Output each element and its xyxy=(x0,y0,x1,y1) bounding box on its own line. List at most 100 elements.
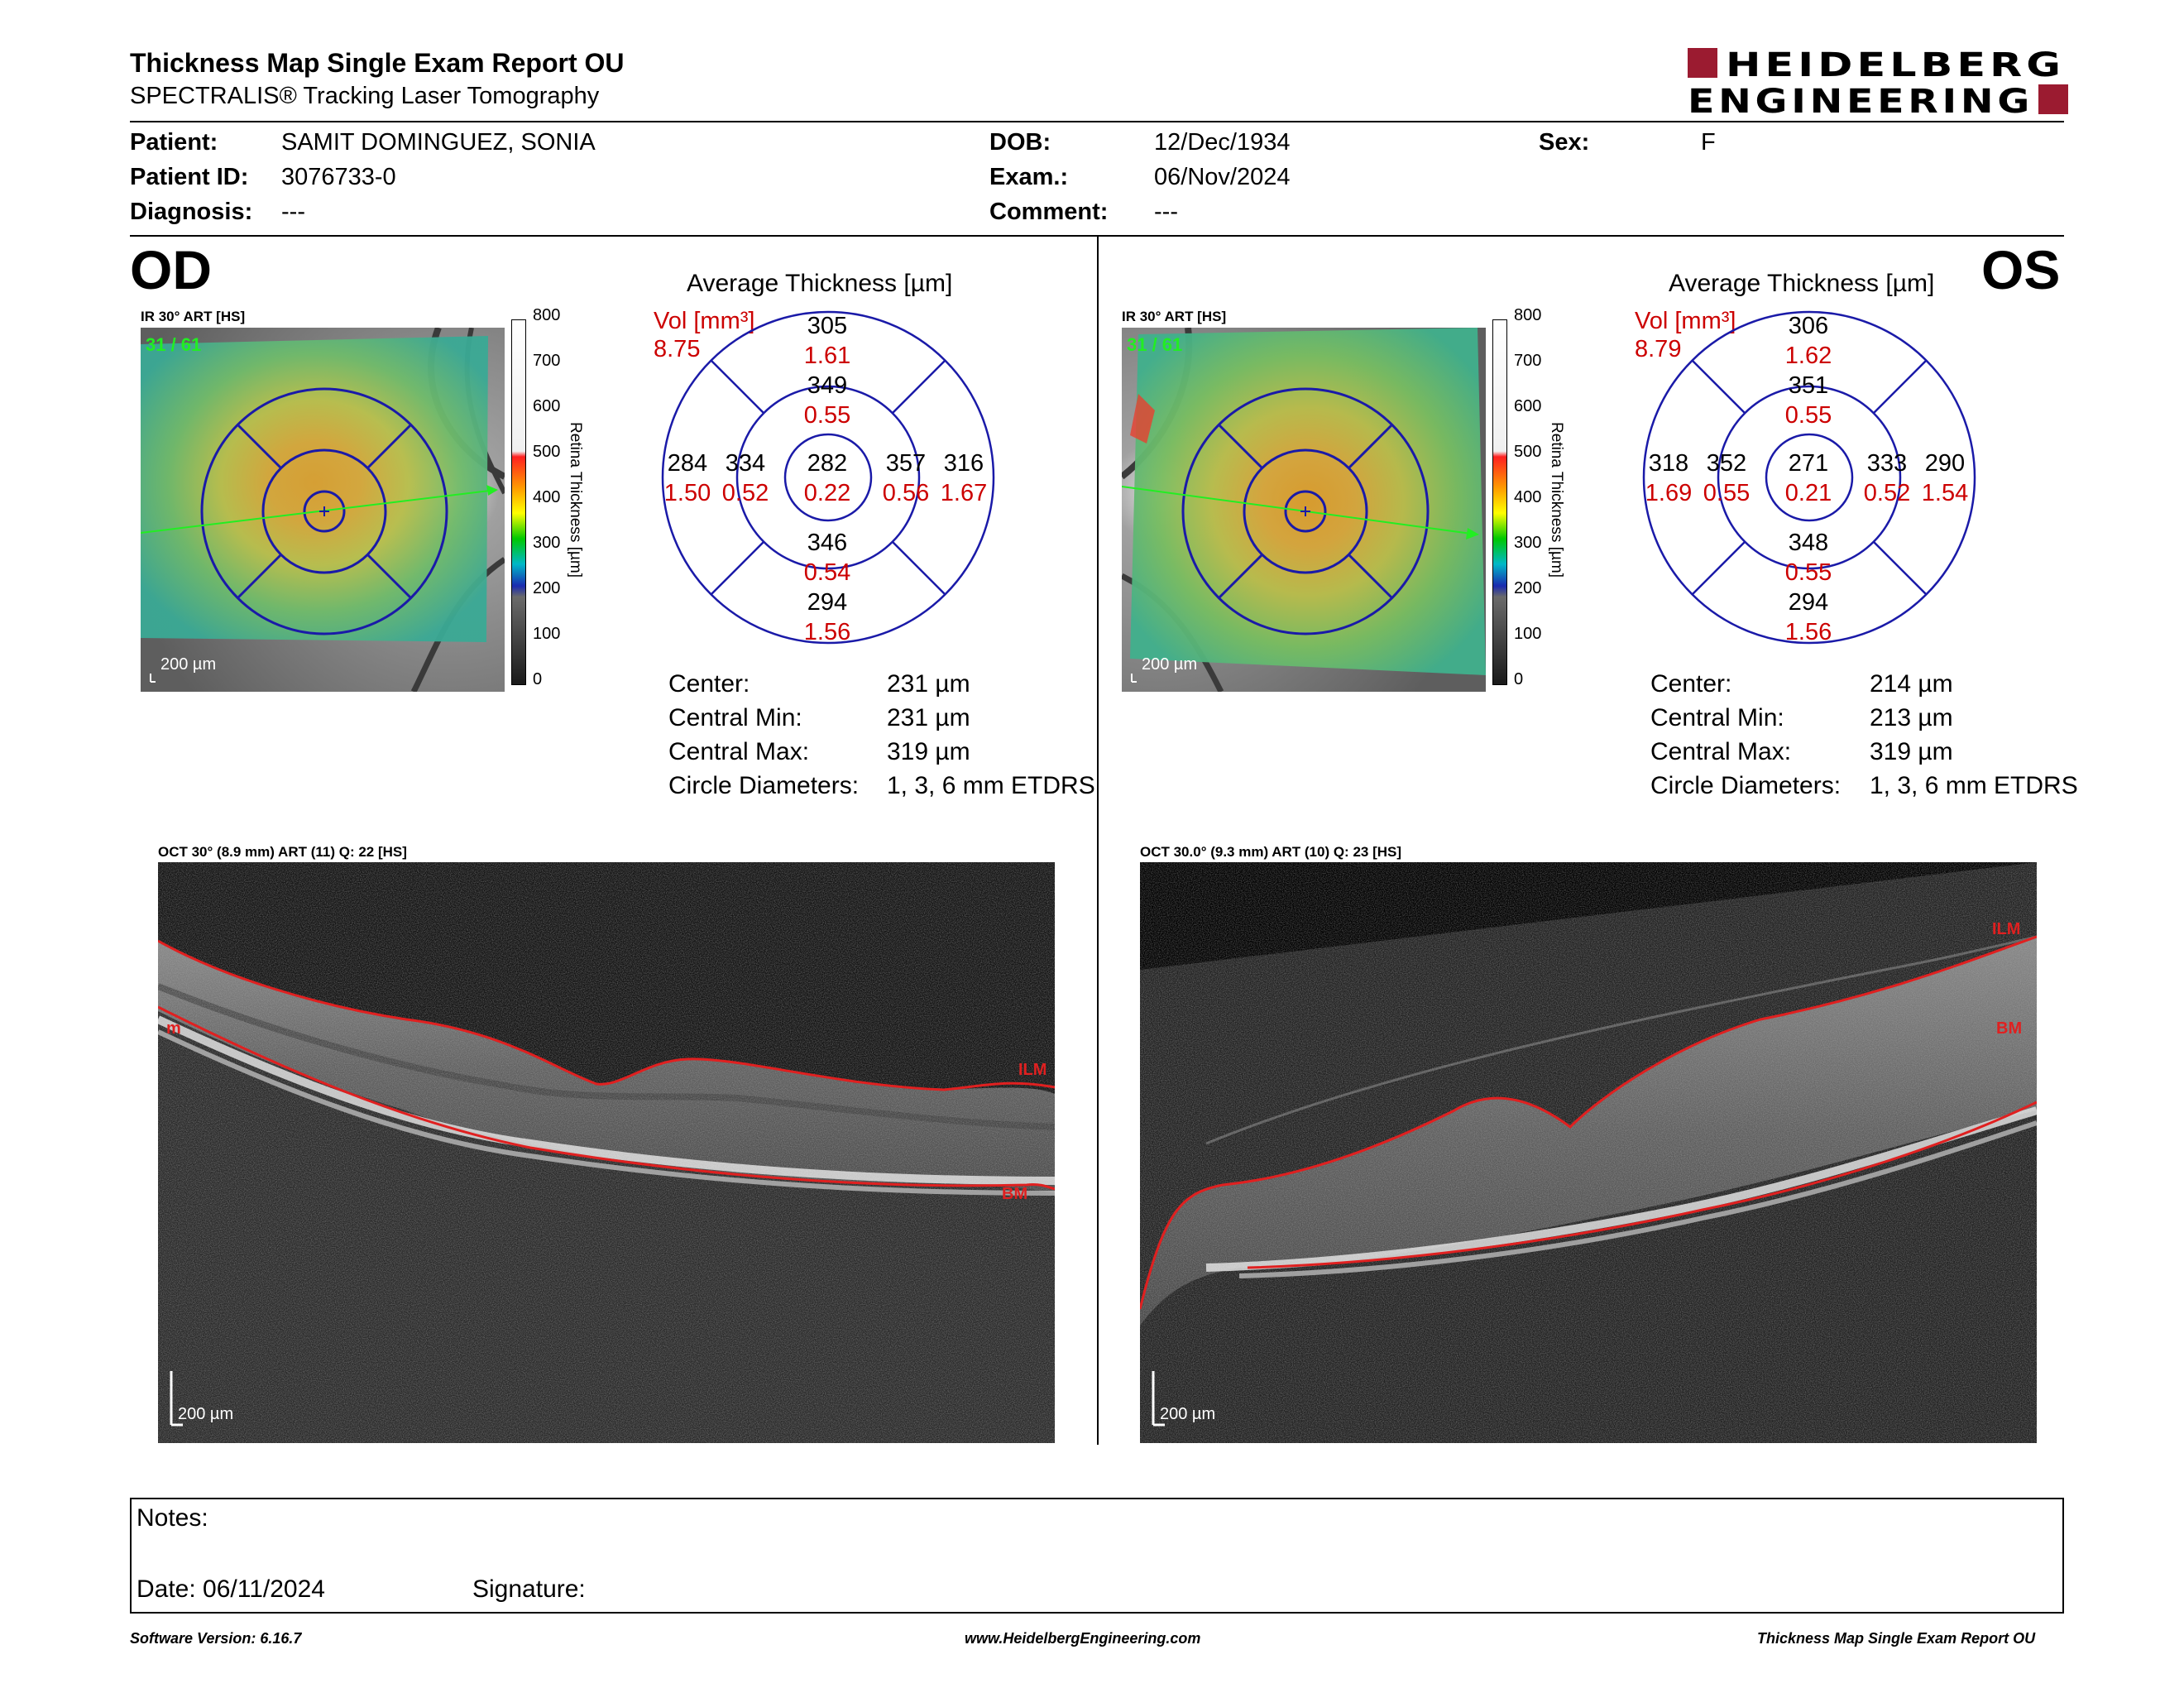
os-min-value: 213 µm xyxy=(1870,704,1953,731)
od-thickness-map: 31 / 61 200 µm xyxy=(141,328,505,692)
footer-report-name: Thickness Map Single Exam Report OU xyxy=(1757,1630,2036,1647)
od-sup-inner-vol: 0.55 xyxy=(803,402,851,429)
od-center-label: Center: xyxy=(668,670,750,698)
od-colorbar-tick: 400 xyxy=(533,488,561,506)
os-colorbar-title: Retina Thickness [µm] xyxy=(1548,422,1565,578)
od-colorbar-tick: 500 xyxy=(533,443,561,461)
os-etdrs-grid xyxy=(1642,310,1976,645)
os-inf-outer-vol: 1.56 xyxy=(1784,619,1832,645)
od-nasal-outer-thk: 316 xyxy=(943,450,984,477)
od-title: OD xyxy=(130,239,212,300)
report-title: Thickness Map Single Exam Report OU xyxy=(130,48,625,78)
od-colorbar xyxy=(511,319,526,685)
heidelberg-logo: HEIDELBERG ENGINEERING xyxy=(1688,46,2068,116)
od-diam-label: Circle Diameters: xyxy=(668,772,860,799)
os-bm-label: BM xyxy=(1996,1019,2023,1038)
od-colorbar-tick: 600 xyxy=(533,397,561,415)
od-bm-label: BM xyxy=(1002,1185,1028,1203)
os-temp-outer-thk: 318 xyxy=(1648,450,1689,477)
os-inf-inner-vol: 0.55 xyxy=(1784,559,1832,586)
dob-label: DOB: xyxy=(989,129,1051,156)
od-avg-title: Average Thickness [µm] xyxy=(687,270,953,297)
od-temp-inner-thk: 334 xyxy=(725,450,766,477)
os-frame-counter: 31 / 61 xyxy=(1127,334,1183,355)
os-colorbar-tick: 300 xyxy=(1514,534,1542,552)
od-center-vol: 0.22 xyxy=(803,480,851,506)
notes-box[interactable]: Notes: Date: 06/11/2024 Signature: xyxy=(130,1498,2064,1614)
od-temp-outer-thk: 284 xyxy=(667,450,708,477)
patient-id-label: Patient ID: xyxy=(130,164,249,190)
od-vol-label: Vol [mm³] xyxy=(654,308,755,334)
report-subtitle: SPECTRALIS® Tracking Laser Tomography xyxy=(130,83,600,109)
os-max-value: 319 µm xyxy=(1870,738,1953,765)
od-colorbar-tick: 200 xyxy=(533,579,561,597)
od-nasal-inner-vol: 0.56 xyxy=(882,480,930,506)
od-inf-inner-thk: 346 xyxy=(807,530,848,556)
od-map-scale: 200 µm xyxy=(160,655,217,674)
footer-website[interactable]: www.HeidelbergEngineering.com xyxy=(965,1630,1201,1647)
os-max-label: Central Max: xyxy=(1650,738,1792,765)
os-thickness-map: 31 / 61 200 µm xyxy=(1122,328,1486,692)
os-colorbar-tick: 600 xyxy=(1514,397,1542,415)
od-frame-counter: 31 / 61 xyxy=(146,334,202,355)
od-inf-outer-thk: 294 xyxy=(807,589,848,616)
os-sup-outer-vol: 1.62 xyxy=(1784,343,1832,369)
od-max-value: 319 µm xyxy=(887,738,970,765)
od-etdrs-grid xyxy=(661,310,995,645)
os-temp-inner-vol: 0.55 xyxy=(1703,480,1751,506)
os-center-vol: 0.21 xyxy=(1784,480,1832,506)
os-colorbar-tick: 100 xyxy=(1514,625,1542,643)
od-ilm-label: ILM xyxy=(1018,1061,1047,1079)
comment-value: --- xyxy=(1154,199,1178,225)
os-nasal-outer-thk: 290 xyxy=(1924,450,1966,477)
od-m-label: m xyxy=(166,1019,181,1038)
os-oct-caption: OCT 30.0° (9.3 mm) ART (10) Q: 23 [HS] xyxy=(1140,844,1402,860)
os-nasal-inner-vol: 0.52 xyxy=(1863,480,1911,506)
footer-software-version: Software Version: 6.16.7 xyxy=(130,1630,302,1647)
signature-label: Signature: xyxy=(472,1575,586,1603)
os-map-scale: 200 µm xyxy=(1142,655,1198,674)
dob-value: 12/Dec/1934 xyxy=(1154,129,1291,156)
os-inf-outer-thk: 294 xyxy=(1788,589,1829,616)
os-temp-inner-thk: 352 xyxy=(1706,450,1747,477)
diagnosis-label: Diagnosis: xyxy=(130,199,253,225)
od-sup-inner-thk: 349 xyxy=(807,372,848,399)
od-sup-outer-thk: 305 xyxy=(807,313,848,339)
os-center-thk: 271 xyxy=(1788,450,1829,477)
exam-value: 06/Nov/2024 xyxy=(1154,164,1291,190)
exam-label: Exam.: xyxy=(989,164,1069,190)
os-diam-value: 1, 3, 6 mm ETDRS xyxy=(1870,772,2078,799)
os-colorbar-tick: 0 xyxy=(1514,670,1524,688)
header-divider xyxy=(130,121,2064,122)
diagnosis-value: --- xyxy=(281,199,305,225)
od-temp-outer-vol: 1.50 xyxy=(663,480,711,506)
os-avg-title: Average Thickness [µm] xyxy=(1669,270,1935,297)
os-oct-bscan: ILM BM 200 µm xyxy=(1140,862,2037,1443)
od-nasal-outer-vol: 1.67 xyxy=(940,480,988,506)
os-colorbar-tick: 400 xyxy=(1514,488,1542,506)
os-diam-label: Circle Diameters: xyxy=(1650,772,1842,799)
notes-date: Date: 06/11/2024 xyxy=(136,1575,325,1603)
os-sup-inner-thk: 351 xyxy=(1788,372,1829,399)
od-max-label: Central Max: xyxy=(668,738,810,765)
os-colorbar xyxy=(1492,319,1507,685)
os-vol-label: Vol [mm³] xyxy=(1635,308,1736,334)
eye-divider xyxy=(1097,237,1099,1445)
od-ir-caption: IR 30° ART [HS] xyxy=(141,309,246,324)
od-min-value: 231 µm xyxy=(887,704,970,731)
od-inf-outer-vol: 1.56 xyxy=(803,619,851,645)
od-min-label: Central Min: xyxy=(668,704,802,731)
od-colorbar-title: Retina Thickness [µm] xyxy=(567,422,584,578)
os-vol-value: 8.79 xyxy=(1635,336,1682,362)
os-sup-inner-vol: 0.55 xyxy=(1784,402,1832,429)
os-oct-scale: 200 µm xyxy=(1160,1405,1216,1423)
os-nasal-outer-vol: 1.54 xyxy=(1921,480,1969,506)
od-center-value: 231 µm xyxy=(887,670,970,698)
od-vol-value: 8.75 xyxy=(654,336,701,362)
od-center-thk: 282 xyxy=(807,450,848,477)
os-colorbar-tick: 700 xyxy=(1514,352,1542,370)
brand-line-2: ENGINEERING xyxy=(1688,83,2033,116)
od-nasal-inner-thk: 357 xyxy=(885,450,927,477)
sex-label: Sex: xyxy=(1539,129,1590,156)
od-colorbar-tick: 800 xyxy=(533,306,561,324)
